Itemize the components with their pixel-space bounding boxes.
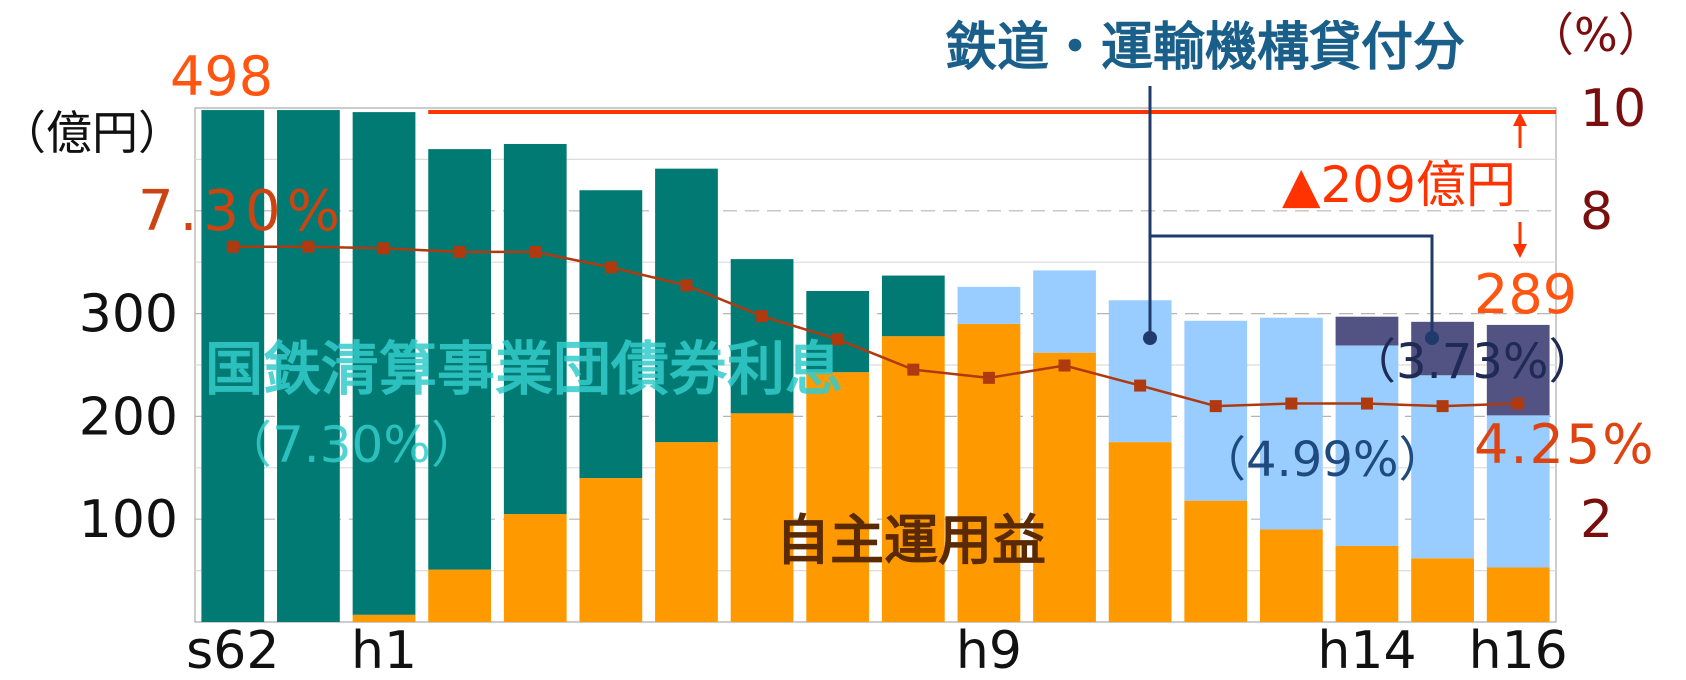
bar-0-h12 bbox=[1184, 500, 1248, 622]
bar-0-h5 bbox=[655, 442, 718, 622]
rate-marker-h4 bbox=[604, 261, 617, 274]
top-value-label: 498 bbox=[170, 45, 274, 108]
bar-1-h3 bbox=[503, 143, 567, 515]
bar-1-h5 bbox=[655, 168, 718, 443]
left-tick-label: 100 bbox=[79, 490, 178, 550]
mid-rate-label: （4.99%） bbox=[1198, 432, 1447, 488]
x-tick-label: h1 bbox=[351, 621, 417, 680]
gap-arrowhead-up bbox=[1513, 112, 1527, 126]
rate-polyline bbox=[232, 245, 1519, 408]
left-axis-unit: （億円） bbox=[0, 106, 184, 160]
right-tick-label: 2 bbox=[1580, 490, 1613, 550]
bar-2-h14 bbox=[1335, 345, 1399, 546]
bond-rate-label: （7.30%） bbox=[222, 416, 481, 474]
right-tick-label: 10 bbox=[1580, 79, 1646, 139]
rate-marker-h10 bbox=[1058, 359, 1071, 372]
rate-line bbox=[226, 240, 1525, 413]
bar-1-h4 bbox=[579, 190, 643, 479]
bar-1-s63 bbox=[277, 110, 340, 622]
right-axis-unit: （%） bbox=[1528, 8, 1664, 62]
rate-marker-h14 bbox=[1360, 397, 1373, 410]
bar-2-h13 bbox=[1259, 317, 1323, 530]
x-tick-label: s62 bbox=[186, 621, 279, 680]
bar-0-h6 bbox=[730, 413, 794, 622]
rate-marker-h13 bbox=[1285, 397, 1298, 410]
bar-2-h16 bbox=[1486, 415, 1550, 568]
kikou-callout-lines bbox=[1143, 86, 1439, 345]
bar-0-h4 bbox=[579, 478, 643, 622]
end-value-label: 289 bbox=[1474, 263, 1578, 326]
bar-0-h1 bbox=[352, 614, 416, 622]
bar-3-h14 bbox=[1335, 316, 1399, 346]
bar-0-h15 bbox=[1411, 558, 1474, 622]
bar-0-h14 bbox=[1335, 545, 1399, 622]
gridlines bbox=[195, 158, 1556, 572]
bar-0-h8 bbox=[881, 336, 945, 622]
rate-marker-h5 bbox=[680, 279, 693, 292]
x-tick-label: h16 bbox=[1469, 621, 1568, 680]
rate-marker-h6 bbox=[756, 310, 769, 323]
self-series-label: 自主運用益 bbox=[776, 509, 1046, 572]
rate-marker-h1 bbox=[378, 242, 391, 255]
left-tick-label: 200 bbox=[79, 387, 178, 447]
bar-0-h16 bbox=[1486, 567, 1550, 622]
kikou-label: 鉄道・運輸機構貸付分 bbox=[945, 18, 1466, 78]
kikou-dot-2 bbox=[1425, 331, 1439, 345]
gap-label: ▲209億円 bbox=[1282, 156, 1516, 214]
rate-marker-h2 bbox=[453, 245, 466, 258]
start-rate-label: 7.30% bbox=[138, 179, 346, 244]
rate-marker-s62 bbox=[226, 240, 239, 253]
gap-arrows bbox=[1513, 112, 1527, 258]
bar-1-h6 bbox=[730, 259, 794, 414]
bar-1-h2 bbox=[428, 149, 492, 570]
end-rate-label: 4.25% bbox=[1474, 413, 1656, 476]
kikou-dot-1 bbox=[1143, 331, 1157, 345]
rate-marker-h11 bbox=[1134, 379, 1147, 392]
bar-1-h8 bbox=[881, 275, 945, 337]
bar-0-h3 bbox=[503, 514, 567, 622]
bar-0-h10 bbox=[1033, 352, 1096, 622]
kikou-leader-branch bbox=[1150, 234, 1434, 338]
bar-0-h13 bbox=[1259, 529, 1323, 622]
bar-1-h1 bbox=[352, 112, 416, 615]
rate-marker-h7 bbox=[831, 333, 844, 346]
rate-marker-h3 bbox=[529, 245, 542, 258]
bar-2-h11 bbox=[1108, 300, 1172, 443]
rate-marker-h16 bbox=[1512, 397, 1525, 410]
right-tick-label: 8 bbox=[1580, 182, 1613, 242]
rate-marker-h9 bbox=[982, 371, 995, 384]
rate-marker-s63 bbox=[302, 240, 315, 253]
left-tick-label: 300 bbox=[79, 285, 178, 345]
rate-marker-h12 bbox=[1209, 400, 1222, 413]
bar-0-h7 bbox=[806, 372, 870, 622]
bar-0-h11 bbox=[1108, 442, 1172, 622]
bar-0-h9 bbox=[957, 323, 1021, 622]
bar-3-h15 bbox=[1411, 321, 1474, 376]
kikou-rate-label: （3.73%） bbox=[1348, 334, 1597, 390]
bar-1-s62 bbox=[201, 110, 265, 622]
rate-marker-h8 bbox=[907, 363, 920, 376]
bar-2-h9 bbox=[957, 286, 1021, 324]
bond-series-label: 国鉄清算事業団債券利息 bbox=[205, 335, 844, 403]
gap-arrowhead-down bbox=[1513, 244, 1527, 258]
rate-marker-h15 bbox=[1436, 400, 1449, 413]
x-tick-label: h14 bbox=[1317, 621, 1416, 680]
bar-2-h10 bbox=[1033, 270, 1096, 353]
x-tick-label: h9 bbox=[956, 621, 1022, 680]
bar-1-h7 bbox=[806, 290, 870, 373]
bar-0-h2 bbox=[428, 569, 492, 622]
